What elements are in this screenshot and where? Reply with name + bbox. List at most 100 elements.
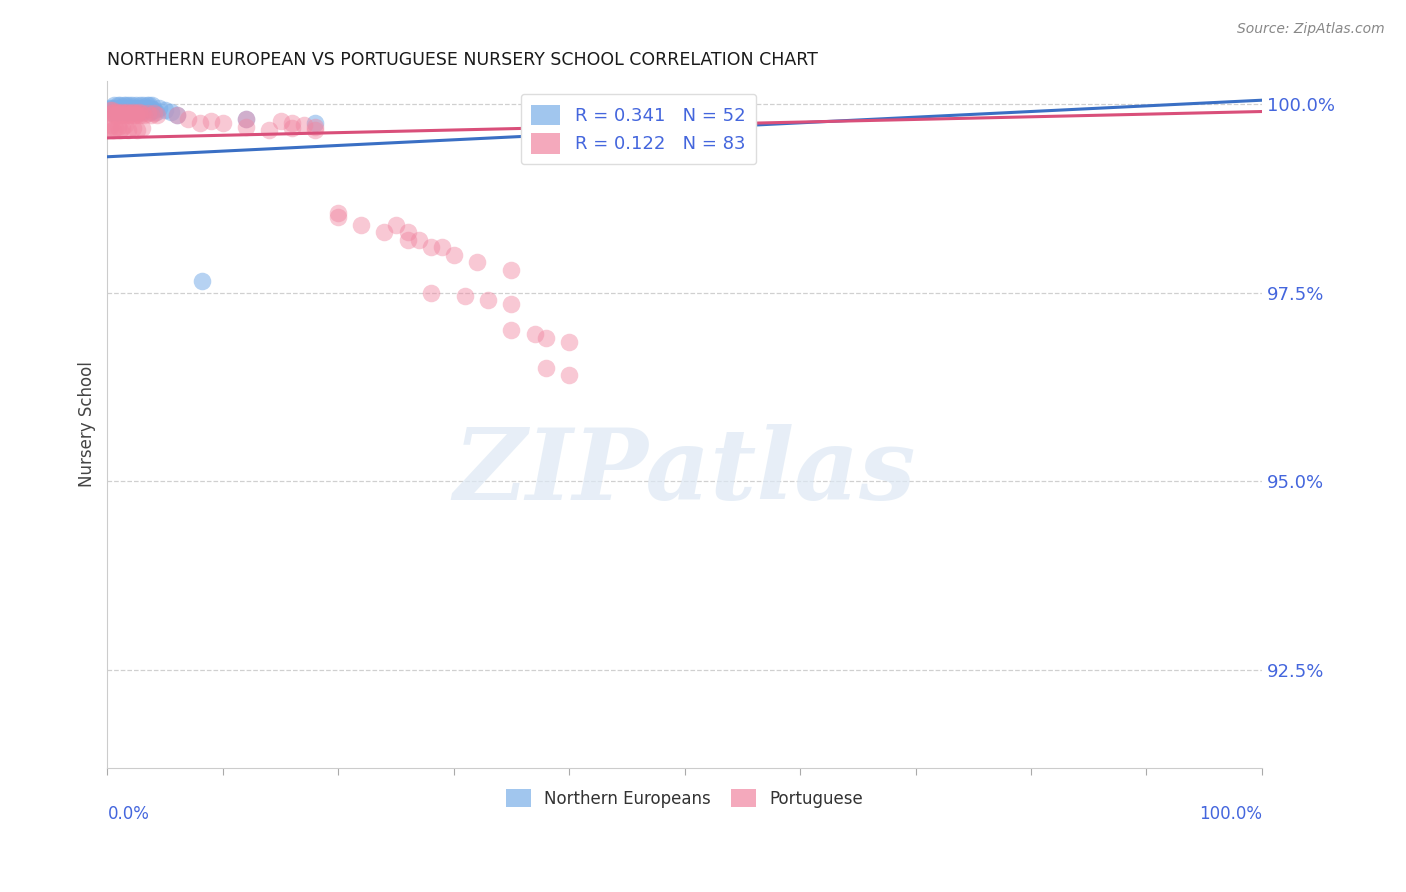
Text: ZIPatlas: ZIPatlas: [454, 425, 915, 521]
Point: [141, 98, 163, 112]
Point: [112, 98, 135, 112]
Point: [304, 123, 326, 137]
Point: [373, 225, 395, 239]
Point: [432, 240, 454, 254]
Point: [139, 104, 162, 119]
Point: [108, 98, 131, 112]
Point: [103, 98, 125, 112]
Point: [98, 103, 121, 117]
Point: [108, 101, 131, 115]
Point: [111, 104, 134, 119]
Point: [127, 106, 149, 120]
Text: 0.0%: 0.0%: [107, 805, 149, 823]
Point: [443, 248, 465, 262]
Point: [115, 106, 138, 120]
Point: [501, 263, 523, 277]
Y-axis label: Nursery School: Nursery School: [79, 361, 96, 487]
Point: [465, 255, 488, 269]
Point: [101, 101, 124, 115]
Point: [121, 106, 143, 120]
Point: [115, 104, 138, 119]
Point: [101, 106, 124, 120]
Point: [125, 98, 148, 112]
Text: NORTHERN EUROPEAN VS PORTUGUESE NURSERY SCHOOL CORRELATION CHART: NORTHERN EUROPEAN VS PORTUGUESE NURSERY …: [107, 51, 818, 69]
Point: [135, 98, 157, 112]
Text: Source: ZipAtlas.com: Source: ZipAtlas.com: [1237, 22, 1385, 37]
Point: [141, 108, 163, 122]
Point: [132, 98, 155, 112]
Point: [100, 106, 122, 120]
Point: [110, 101, 132, 115]
Point: [177, 112, 200, 126]
Point: [121, 98, 143, 112]
Point: [120, 108, 142, 122]
Point: [104, 108, 127, 122]
Legend: Northern Europeans, Portuguese: Northern Europeans, Portuguese: [499, 782, 870, 814]
Text: 100.0%: 100.0%: [1199, 805, 1263, 823]
Point: [117, 108, 139, 122]
Point: [419, 240, 441, 254]
Point: [235, 112, 257, 126]
Point: [107, 120, 129, 134]
Point: [118, 106, 141, 120]
Point: [128, 98, 150, 112]
Point: [136, 106, 159, 120]
Point: [304, 116, 326, 130]
Point: [114, 108, 136, 122]
Point: [396, 225, 419, 239]
Point: [534, 361, 557, 376]
Point: [188, 116, 211, 130]
Point: [408, 233, 430, 247]
Point: [107, 98, 129, 112]
Point: [105, 104, 128, 119]
Point: [558, 368, 581, 383]
Point: [104, 101, 127, 115]
Point: [166, 108, 188, 122]
Point: [148, 101, 170, 115]
Point: [281, 121, 304, 136]
Point: [100, 118, 122, 132]
Point: [127, 103, 149, 117]
Point: [121, 104, 143, 119]
Point: [105, 104, 128, 119]
Point: [97, 120, 120, 134]
Point: [257, 123, 280, 137]
Point: [124, 106, 146, 120]
Point: [129, 104, 152, 119]
Point: [124, 101, 146, 115]
Point: [385, 218, 408, 232]
Point: [128, 104, 150, 119]
Point: [142, 103, 165, 117]
Point: [122, 104, 145, 119]
Point: [134, 108, 156, 122]
Point: [235, 112, 257, 126]
Point: [153, 103, 176, 117]
Point: [101, 103, 124, 117]
Point: [501, 297, 523, 311]
Point: [104, 121, 127, 136]
Point: [108, 106, 131, 120]
Point: [122, 108, 145, 122]
Point: [136, 101, 159, 115]
Point: [235, 120, 257, 134]
Point: [101, 123, 124, 137]
Point: [131, 121, 153, 136]
Point: [134, 101, 156, 115]
Point: [534, 331, 557, 345]
Point: [191, 274, 214, 288]
Point: [114, 101, 136, 115]
Point: [98, 121, 121, 136]
Point: [350, 218, 373, 232]
Point: [292, 118, 315, 132]
Point: [125, 108, 148, 122]
Point: [112, 106, 135, 120]
Point: [166, 108, 188, 122]
Point: [145, 104, 167, 119]
Point: [108, 123, 131, 137]
Point: [160, 104, 183, 119]
Point: [111, 103, 134, 117]
Point: [138, 98, 160, 112]
Point: [128, 101, 150, 115]
Point: [118, 98, 141, 112]
Point: [103, 104, 125, 119]
